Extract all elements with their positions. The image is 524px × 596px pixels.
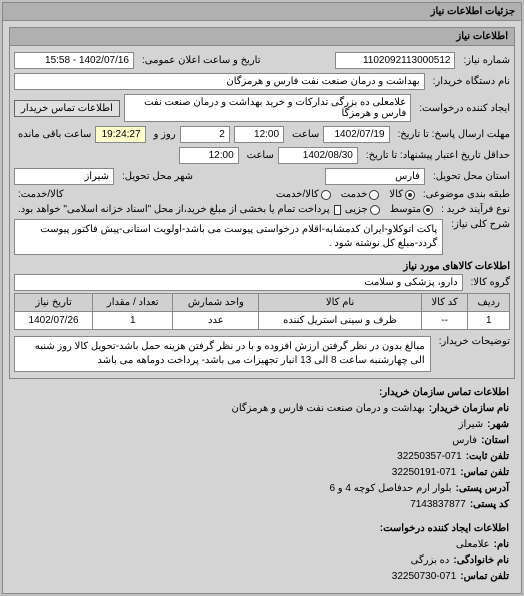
city-label: شهر محل تحویل: bbox=[118, 171, 193, 182]
radio-icon bbox=[423, 205, 433, 215]
org-value: بهداشت و درمان صنعت نفت فارس و هرمزگان bbox=[232, 401, 425, 417]
creator-label: ایجاد کننده درخواست: bbox=[415, 103, 510, 114]
buyer-fax-label: تلفن تماس: bbox=[460, 465, 509, 481]
radio-low-label: متوسط bbox=[390, 204, 421, 215]
cell-date: 1402/07/26 bbox=[15, 312, 93, 330]
request-no-label: شماره نیاز: bbox=[459, 55, 510, 66]
cell-name: ظرف و سینی استریل کننده bbox=[259, 312, 421, 330]
radio-icon bbox=[370, 205, 380, 215]
radio-both[interactable]: کالا/خدمت bbox=[276, 189, 331, 200]
province-field: فارس bbox=[325, 168, 425, 185]
deadline-send-label: مهلت ارسال پاسخ: تا تاریخ: bbox=[394, 129, 510, 140]
cell-code: -- bbox=[421, 312, 468, 330]
buyer-addr-label: آدرس پستی: bbox=[456, 481, 509, 497]
creator-tel-value: 32250730-071 bbox=[392, 569, 457, 585]
buyer-province-label: استان: bbox=[481, 433, 509, 449]
goods-table: ردیف کد کالا نام کالا واحد شمارش تعداد /… bbox=[14, 293, 510, 330]
radio-mid[interactable]: جزیی bbox=[345, 204, 380, 215]
deadline-send-time: 12:00 bbox=[234, 126, 284, 143]
radio-both-label: کالا/خدمت bbox=[276, 189, 319, 200]
buyer-province-value: فارس bbox=[452, 433, 477, 449]
form-body: اطلاعات نیاز شماره نیاز: 110209211300051… bbox=[3, 21, 521, 593]
radio-low[interactable]: متوسط bbox=[390, 204, 433, 215]
charge-label: کالا/خدمت: bbox=[14, 189, 64, 200]
radio-icon bbox=[369, 190, 379, 200]
info-section: اطلاعات نیاز شماره نیاز: 110209211300051… bbox=[9, 27, 515, 379]
radio-kala[interactable]: کالا bbox=[389, 189, 415, 200]
remain-time: 19:24:27 bbox=[95, 126, 145, 143]
col-code: کد کالا bbox=[421, 294, 468, 312]
deadline-recv-label: حداقل تاریخ اعتبار پیشنهاد: تا تاریخ: bbox=[362, 150, 510, 161]
buyer-contact-button[interactable]: اطلاعات تماس خریدار bbox=[14, 100, 120, 117]
city-field: شیراز bbox=[14, 168, 114, 185]
radio-icon bbox=[405, 190, 415, 200]
deadline-send-date: 1402/07/19 bbox=[323, 126, 389, 143]
radio-kala-label: کالا bbox=[389, 189, 403, 200]
days-field: 2 bbox=[180, 126, 230, 143]
buyer-fax-value: 32250191-071 bbox=[392, 465, 457, 481]
contact-creator-block: اطلاعات ایجاد کننده درخواست: نام: علامعلی… bbox=[7, 517, 517, 589]
contact-creator-header: اطلاعات ایجاد کننده درخواست: bbox=[380, 521, 509, 537]
pay-cond-label: پرداخت تمام یا بخشی از مبلغ خرید،از محل … bbox=[14, 204, 330, 215]
creator-name-value: علامعلی bbox=[456, 537, 490, 553]
buyer-addr-value: بلوار ارم حدفاصل کوچه 4 و 6 bbox=[329, 481, 451, 497]
buyer-name-label: نام دستگاه خریدار: bbox=[429, 76, 510, 87]
time-label-1: ساعت bbox=[288, 129, 319, 140]
buy-type-label: نوع فرآیند خرید : bbox=[437, 204, 510, 215]
info-title: اطلاعات نیاز bbox=[10, 28, 514, 46]
radio-icon bbox=[321, 190, 331, 200]
creator-name-label: نام: bbox=[494, 537, 509, 553]
buyer-tel-value: 32250357-071 bbox=[397, 449, 462, 465]
table-header-row: ردیف کد کالا نام کالا واحد شمارش تعداد /… bbox=[15, 294, 510, 312]
org-label: نام سازمان خریدار: bbox=[429, 401, 509, 417]
province-label: استان محل تحویل: bbox=[429, 171, 510, 182]
contact-buyer-header: اطلاعات تماس سازمان خریدار: bbox=[379, 385, 509, 401]
request-no-field: 1102092113000512 bbox=[335, 52, 455, 69]
cell-row: 1 bbox=[468, 312, 510, 330]
goods-group-label: گروه کالا: bbox=[467, 277, 510, 288]
buy-type-radio-group: متوسط جزیی bbox=[345, 204, 433, 215]
cell-qty: 1 bbox=[93, 312, 173, 330]
creator-family-label: نام خانوادگی: bbox=[453, 553, 509, 569]
payment-type-label: طبقه بندی موضوعی: bbox=[419, 189, 510, 200]
contact-buyer-block: اطلاعات تماس سازمان خریدار: نام سازمان خ… bbox=[7, 381, 517, 517]
col-name: نام کالا bbox=[259, 294, 421, 312]
radio-mid-label: جزیی bbox=[345, 204, 368, 215]
table-row[interactable]: 1 -- ظرف و سینی استریل کننده عدد 1 1402/… bbox=[15, 312, 510, 330]
radio-khadmat[interactable]: خدمت bbox=[341, 189, 380, 200]
col-date: تاریخ نیاز bbox=[15, 294, 93, 312]
deadline-recv-time: 12:00 bbox=[179, 147, 239, 164]
buyer-city-label: شهر: bbox=[487, 417, 509, 433]
cell-unit: عدد bbox=[173, 312, 259, 330]
creator-tel-label: تلفن تماس: bbox=[460, 569, 509, 585]
pay-cond-checkbox[interactable] bbox=[334, 205, 341, 215]
buyer-name-field: بهداشت و درمان صنعت نفت فارس و هرمزگان bbox=[14, 73, 425, 90]
panel-title: جزئیات اطلاعات نیاز bbox=[3, 3, 521, 21]
days-label: روز و bbox=[150, 129, 176, 140]
creator-family-value: ده بزرگی bbox=[411, 553, 450, 569]
announce-field: 1402/07/16 - 15:58 bbox=[14, 52, 134, 69]
main-panel: جزئیات اطلاعات نیاز اطلاعات نیاز شماره ن… bbox=[2, 2, 522, 594]
remain-label: ساعت باقی مانده bbox=[14, 129, 91, 140]
col-row: ردیف bbox=[468, 294, 510, 312]
goods-section-title: اطلاعات کالاهای مورد نیاز bbox=[14, 261, 510, 272]
notes-label: توضیحات خریدار: bbox=[435, 336, 510, 347]
goods-group-field: دارو، پزشکی و سلامت bbox=[14, 274, 463, 291]
buyer-post-value: 7143837877 bbox=[410, 497, 466, 513]
col-unit: واحد شمارش bbox=[173, 294, 259, 312]
deadline-recv-date: 1402/08/30 bbox=[278, 147, 358, 164]
desc-text: پاکت اتوکلاو-ایران کدمشابه-اقلام درخواست… bbox=[14, 219, 443, 255]
buyer-post-label: کد پستی: bbox=[470, 497, 509, 513]
radio-khadmat-label: خدمت bbox=[341, 189, 368, 200]
time-label-2: ساعت bbox=[243, 150, 274, 161]
announce-label: تاریخ و ساعت اعلان عمومی: bbox=[138, 55, 261, 66]
kala-radio-group: کالا خدمت کالا/خدمت bbox=[276, 189, 415, 200]
col-qty: تعداد / مقدار bbox=[93, 294, 173, 312]
notes-text: مبالغ بدون در نظر گرفتن ارزش افزوده و با… bbox=[14, 336, 431, 372]
buyer-tel-label: تلفن ثابت: bbox=[466, 449, 509, 465]
desc-label: شرح کلی نیاز: bbox=[447, 219, 510, 230]
creator-field: علامعلی ده بزرگی تدارکات و خرید بهداشت و… bbox=[124, 94, 411, 122]
buyer-city-value: شیراز bbox=[459, 417, 484, 433]
